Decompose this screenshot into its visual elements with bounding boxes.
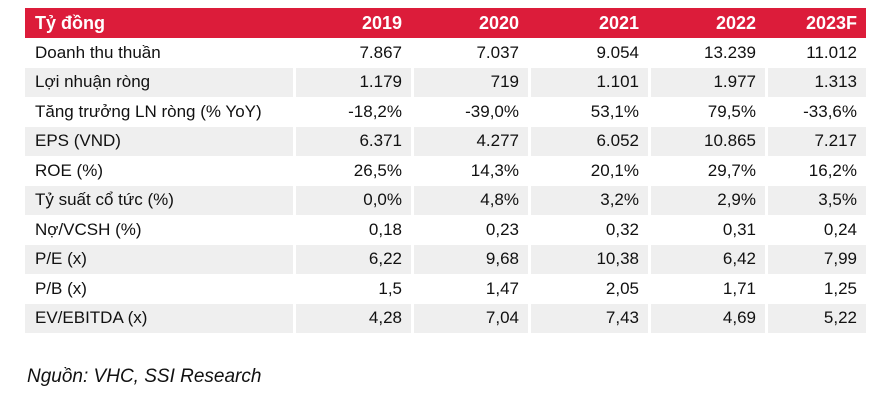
cell-value: 6.371	[293, 126, 411, 156]
cell-value: 7,99	[765, 244, 866, 274]
row-label: P/B (x)	[25, 274, 293, 304]
table-row-pb: P/B (x) 1,5 1,47 2,05 1,71 1,25	[25, 274, 866, 304]
cell-value: 9,68	[411, 244, 528, 274]
cell-value: 3,5%	[765, 185, 866, 215]
row-label: Tỷ suất cổ tức (%)	[25, 185, 293, 215]
cell-value: 7.867	[293, 38, 411, 68]
cell-value: 3,2%	[528, 185, 648, 215]
cell-value: 0,32	[528, 215, 648, 245]
column-header-2023f: 2023F	[765, 8, 866, 38]
cell-value: 29,7%	[648, 156, 765, 186]
table-row-dividend-yield: Tỷ suất cổ tức (%) 0,0% 4,8% 3,2% 2,9% 3…	[25, 185, 866, 215]
cell-value: 20,1%	[528, 156, 648, 186]
column-header-2022: 2022	[648, 8, 765, 38]
cell-value: 6.052	[528, 126, 648, 156]
cell-value: 10,38	[528, 244, 648, 274]
source-note: Nguồn: VHC, SSI Research	[27, 366, 262, 387]
column-header-2021: 2021	[528, 8, 648, 38]
cell-value: 1,47	[411, 274, 528, 304]
cell-value: 1.179	[293, 67, 411, 97]
row-label: Lợi nhuận ròng	[25, 67, 293, 97]
cell-value: 6,22	[293, 244, 411, 274]
cell-value: 1.977	[648, 67, 765, 97]
cell-value: 2,9%	[648, 185, 765, 215]
table-row-debt-equity: Nợ/VCSH (%) 0,18 0,23 0,32 0,31 0,24	[25, 215, 866, 245]
table-header: Tỷ đồng 2019 2020 2021 2022 2023F	[25, 8, 866, 38]
cell-value: 26,5%	[293, 156, 411, 186]
cell-value: 16,2%	[765, 156, 866, 186]
cell-value: 4,8%	[411, 185, 528, 215]
cell-value: -39,0%	[411, 97, 528, 127]
table-row-ev-ebitda: EV/EBITDA (x) 4,28 7,04 7,43 4,69 5,22	[25, 303, 866, 333]
row-label: Tăng trưởng LN ròng (% YoY)	[25, 97, 293, 127]
row-label: P/E (x)	[25, 244, 293, 274]
cell-value: 0,0%	[293, 185, 411, 215]
cell-value: 1,25	[765, 274, 866, 304]
table-row-roe: ROE (%) 26,5% 14,3% 20,1% 29,7% 16,2%	[25, 156, 866, 186]
cell-value: 4,69	[648, 303, 765, 333]
cell-value: 13.239	[648, 38, 765, 68]
cell-value: 14,3%	[411, 156, 528, 186]
cell-value: 1.313	[765, 67, 866, 97]
row-label: ROE (%)	[25, 156, 293, 186]
cell-value: 0,18	[293, 215, 411, 245]
cell-value: 5,22	[765, 303, 866, 333]
column-header-2019: 2019	[293, 8, 411, 38]
financial-summary-table: Tỷ đồng 2019 2020 2021 2022 2023F Doanh …	[25, 8, 866, 333]
cell-value: 719	[411, 67, 528, 97]
cell-value: 4,28	[293, 303, 411, 333]
table-row-pe: P/E (x) 6,22 9,68 10,38 6,42 7,99	[25, 244, 866, 274]
cell-value: 53,1%	[528, 97, 648, 127]
row-label: Doanh thu thuần	[25, 38, 293, 68]
cell-value: 79,5%	[648, 97, 765, 127]
cell-value: 7,04	[411, 303, 528, 333]
cell-value: 6,42	[648, 244, 765, 274]
row-label: EV/EBITDA (x)	[25, 303, 293, 333]
row-label: EPS (VND)	[25, 126, 293, 156]
cell-value: 0,24	[765, 215, 866, 245]
cell-value: 1,71	[648, 274, 765, 304]
column-header-2020: 2020	[411, 8, 528, 38]
row-label: Nợ/VCSH (%)	[25, 215, 293, 245]
cell-value: 9.054	[528, 38, 648, 68]
unit-header: Tỷ đồng	[25, 8, 293, 38]
cell-value: 2,05	[528, 274, 648, 304]
table-row-net-profit: Lợi nhuận ròng 1.179 719 1.101 1.977 1.3…	[25, 67, 866, 97]
cell-value: 1.101	[528, 67, 648, 97]
cell-value: -18,2%	[293, 97, 411, 127]
table-row-eps: EPS (VND) 6.371 4.277 6.052 10.865 7.217	[25, 126, 866, 156]
table-row-profit-growth: Tăng trưởng LN ròng (% YoY) -18,2% -39,0…	[25, 97, 866, 127]
cell-value: 10.865	[648, 126, 765, 156]
cell-value: 11.012	[765, 38, 866, 68]
cell-value: -33,6%	[765, 97, 866, 127]
cell-value: 4.277	[411, 126, 528, 156]
table-row-revenue: Doanh thu thuần 7.867 7.037 9.054 13.239…	[25, 38, 866, 68]
cell-value: 7.217	[765, 126, 866, 156]
header-row: Tỷ đồng 2019 2020 2021 2022 2023F	[25, 8, 866, 38]
cell-value: 0,23	[411, 215, 528, 245]
cell-value: 1,5	[293, 274, 411, 304]
table-body: Doanh thu thuần 7.867 7.037 9.054 13.239…	[25, 38, 866, 333]
cell-value: 7,43	[528, 303, 648, 333]
cell-value: 0,31	[648, 215, 765, 245]
cell-value: 7.037	[411, 38, 528, 68]
